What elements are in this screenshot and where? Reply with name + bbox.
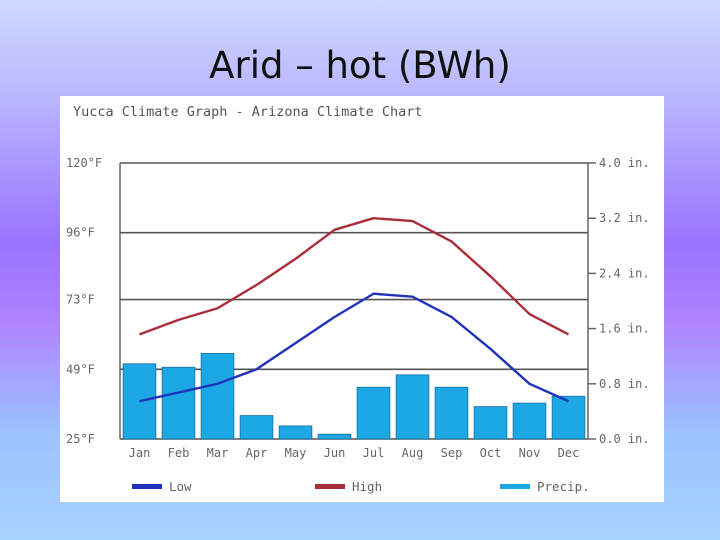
right-axis-tick-label: 3.2 in. <box>599 211 650 225</box>
precip-bar <box>317 433 352 440</box>
month-label: Apr <box>246 446 268 460</box>
low-temperature-line <box>139 292 569 403</box>
legend-label: High <box>352 479 382 494</box>
high-legend-swatch <box>315 484 345 489</box>
low-legend-swatch <box>132 484 162 489</box>
month-label: Nov <box>519 446 541 460</box>
left-axis-tick-label: 73°F <box>66 293 95 307</box>
precip-bar <box>473 406 508 440</box>
precip-bar <box>551 395 586 440</box>
precip-bar <box>434 386 469 440</box>
chart-title: Yucca Climate Graph - Arizona Climate Ch… <box>73 104 423 120</box>
right-axis-tick-label: 2.4 in. <box>599 266 650 280</box>
month-label: Jul <box>363 446 385 460</box>
climate-chart-panel: Yucca Climate Graph - Arizona Climate Ch… <box>60 96 664 502</box>
left-axis-tick-label: 96°F <box>66 226 95 240</box>
month-label: Mar <box>207 446 229 460</box>
precip-bar <box>395 374 430 440</box>
month-label: Dec <box>558 446 580 460</box>
legend-label: Low <box>169 479 192 494</box>
month-label: Oct <box>480 446 502 460</box>
precip-bar <box>122 363 157 440</box>
right-axis-tick-label: 0.8 in. <box>599 377 650 391</box>
legend-label: Precip. <box>537 479 590 494</box>
precip-legend-swatch <box>500 484 530 489</box>
right-axis-tick-label: 4.0 in. <box>599 156 650 170</box>
climate-chart: 120°F 96°F 73°F 49°F 25°F 4.0 in. 3.2 in. 2.4 i… <box>66 156 650 494</box>
month-label: Feb <box>168 446 190 460</box>
precip-bar <box>278 425 313 440</box>
high-temperature-line <box>139 216 570 336</box>
precip-bar <box>239 415 274 440</box>
right-axis-tick-label: 0.0 in. <box>599 432 650 446</box>
right-axis-tick-label: 1.6 in. <box>599 322 650 336</box>
month-label: Aug <box>402 446 424 460</box>
month-label: Jan <box>129 446 151 460</box>
month-label: May <box>285 446 307 460</box>
left-axis-tick-label: 49°F <box>66 362 95 376</box>
precip-bar <box>200 353 235 440</box>
precip-bar <box>356 386 391 440</box>
precip-bar <box>161 366 196 440</box>
left-axis-tick-label: 25°F <box>66 432 95 446</box>
month-label: Jun <box>324 446 346 460</box>
month-label: Sep <box>441 446 463 460</box>
slide-title: Arid – hot (BWh) <box>209 44 511 87</box>
precip-bar <box>512 402 547 440</box>
left-axis-tick-label: 120°F <box>66 156 102 170</box>
